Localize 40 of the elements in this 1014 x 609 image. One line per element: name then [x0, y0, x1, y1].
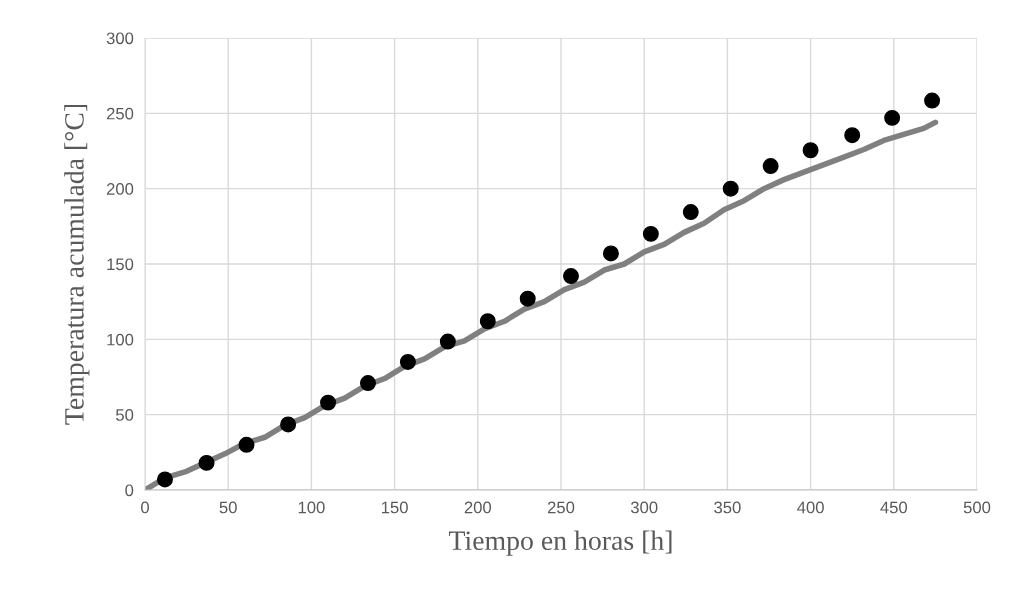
point — [439, 333, 456, 350]
point — [320, 394, 337, 411]
y-tick-label: 100 — [107, 333, 134, 346]
point — [280, 416, 297, 433]
x-tick-label: 500 — [963, 501, 991, 514]
x-tick-label: 100 — [298, 501, 325, 514]
point — [156, 471, 173, 488]
point — [884, 109, 901, 126]
y-tick-label: 300 — [106, 32, 134, 45]
point — [563, 268, 579, 285]
x-tick-label: 0 — [141, 501, 149, 514]
point — [762, 158, 779, 175]
point — [722, 180, 739, 197]
y-tick-label: 0 — [125, 484, 134, 497]
point — [682, 204, 699, 220]
x-tick-label: 400 — [797, 501, 824, 514]
x-tick-label: 300 — [630, 501, 658, 514]
y-tick-label: 250 — [106, 107, 134, 120]
point — [238, 436, 255, 453]
point — [399, 353, 416, 370]
x-tick-label: 50 — [219, 501, 237, 514]
point — [479, 313, 496, 330]
x-axis-title: Tiempo en horas [h] — [448, 530, 672, 556]
point — [642, 225, 659, 242]
point — [602, 245, 619, 262]
point — [802, 142, 819, 159]
point — [359, 375, 376, 392]
y-axis-title: Temperatura acumulada [°C] — [64, 104, 90, 425]
point — [844, 127, 861, 144]
point — [519, 290, 536, 307]
point — [924, 92, 941, 109]
x-tick-label: 250 — [547, 501, 575, 514]
point — [198, 454, 215, 471]
y-tick-label: 150 — [107, 258, 134, 271]
x-tick-label: 350 — [714, 501, 741, 514]
x-tick-label: 450 — [880, 501, 908, 514]
y-tick-label: 200 — [106, 183, 134, 195]
y-tick-label: 50 — [116, 409, 134, 421]
x-tick-label: 150 — [381, 501, 408, 514]
x-tick-label: 200 — [464, 501, 492, 514]
